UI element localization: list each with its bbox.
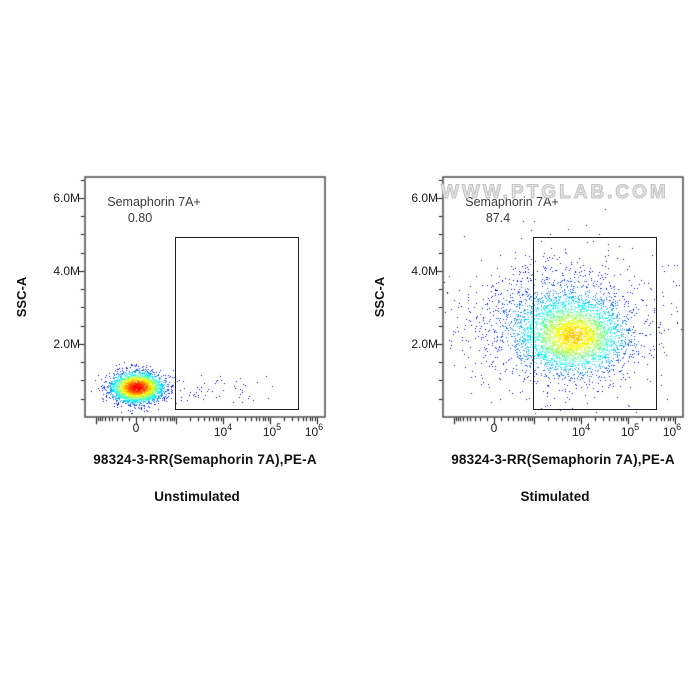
panel-caption: Unstimulated — [154, 489, 240, 504]
x-tick-label: 105 — [262, 422, 282, 439]
x-axis-label: 98324-3-RR(Semaphorin 7A),PE-A — [93, 452, 317, 467]
x-tick-label: 0 — [132, 421, 140, 435]
plot-canvas-unstimulated — [71, 175, 331, 433]
y-tick-label: 6.0M — [411, 191, 438, 205]
x-tick-label: 0 — [490, 421, 498, 435]
gate-rectangle — [533, 237, 657, 410]
gate-percentage: 87.4 — [485, 211, 511, 225]
x-axis-label: 98324-3-RR(Semaphorin 7A),PE-A — [451, 452, 675, 467]
plot-canvas-stimulated — [429, 175, 689, 433]
y-tick-label: 4.0M — [53, 264, 80, 278]
gate-label: Semaphorin 7A+ — [107, 195, 201, 209]
y-tick-label: 6.0M — [53, 191, 80, 205]
x-tick-label: 106 — [304, 422, 324, 439]
x-tick-label: 105 — [620, 422, 640, 439]
x-tick-label: 104 — [213, 422, 233, 439]
gate-percentage: 0.80 — [127, 211, 153, 225]
watermark: WWW.PTGLAB.COM — [441, 182, 669, 204]
x-tick-label: 104 — [571, 422, 591, 439]
y-axis-label: SSC-A — [14, 276, 29, 318]
y-axis-label: SSC-A — [372, 276, 387, 318]
y-tick-label: 4.0M — [411, 264, 438, 278]
panel-caption: Stimulated — [520, 489, 590, 504]
y-tick-label: 2.0M — [53, 337, 80, 351]
y-tick-label: 2.0M — [411, 337, 438, 351]
gate-label: Semaphorin 7A+ — [465, 195, 559, 209]
x-tick-label: 106 — [662, 422, 682, 439]
gate-rectangle — [175, 237, 299, 410]
